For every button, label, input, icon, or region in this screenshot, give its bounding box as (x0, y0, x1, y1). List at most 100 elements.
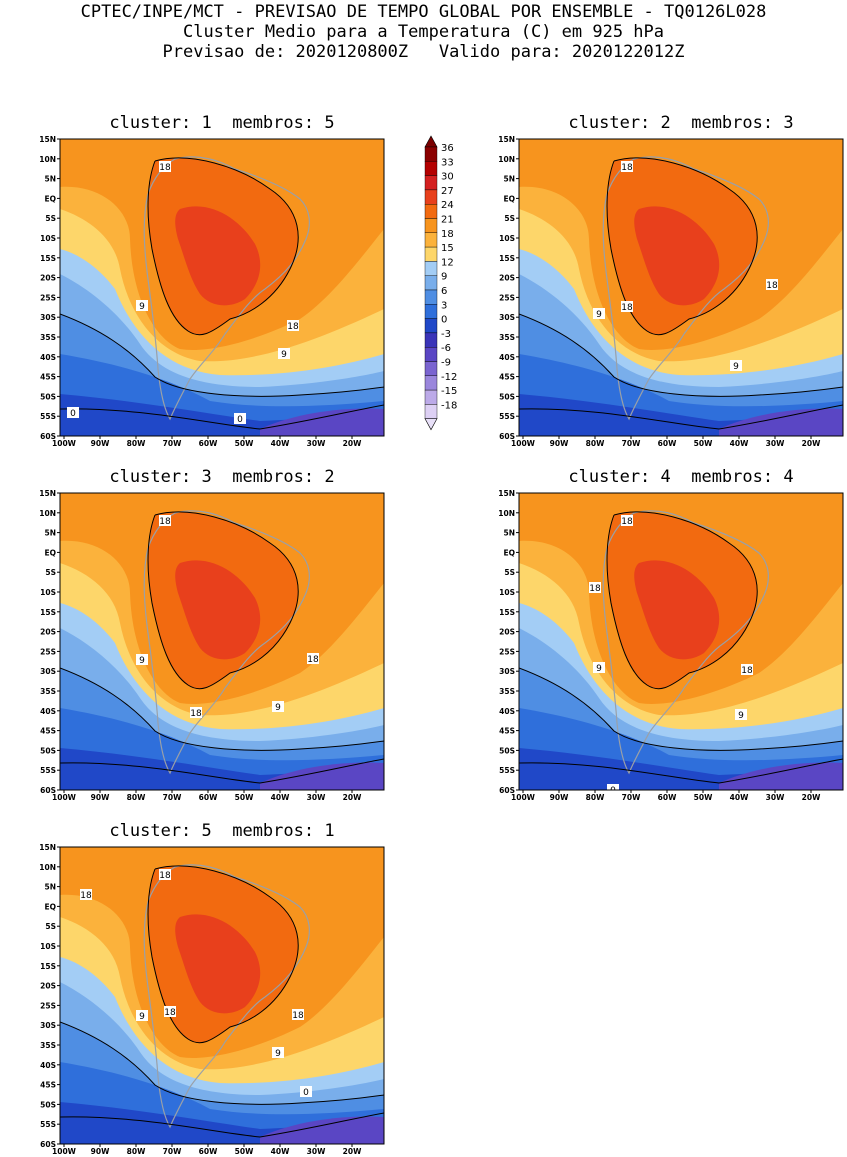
colorbar-label: -6 (441, 343, 451, 354)
colorbar-swatch (424, 203, 438, 219)
colorbar-label: 6 (441, 286, 447, 297)
svg-text:18: 18 (159, 163, 171, 173)
lon-label: 70W (163, 793, 182, 802)
contour-label: 18 (159, 869, 171, 881)
lat-label: 40S (499, 353, 515, 362)
lat-label: 5N (504, 175, 516, 184)
map-panel-5: 18 18 18 9 18 9 0 15N 10N 5N EQ 5S 10S 15S 20S 25S 30S 35… (39, 843, 385, 1156)
contour-label: 9 (593, 308, 605, 320)
colorbar-swatch (424, 289, 438, 305)
lon-label: 40W (271, 793, 290, 802)
svg-text:18: 18 (159, 517, 171, 527)
contour-label: 18 (621, 161, 633, 173)
lat-label: 45S (40, 727, 56, 736)
contour-0 (60, 758, 384, 784)
lon-label: 40W (271, 439, 290, 448)
colorbar-label: -18 (441, 400, 457, 411)
contour-label: 0 (300, 1086, 312, 1098)
lat-label: 30S (499, 667, 515, 676)
lat-label: 55S (40, 1120, 56, 1129)
map-frame (59, 492, 385, 791)
svg-text:18: 18 (766, 281, 778, 291)
lon-label: 70W (622, 793, 641, 802)
lat-label: 20S (40, 274, 56, 283)
lon-label: 20W (343, 793, 362, 802)
contour-label: 18 (287, 320, 299, 332)
lat-label: 30S (499, 313, 515, 322)
lon-label: 50W (235, 793, 254, 802)
svg-text:9: 9 (733, 362, 739, 372)
lat-label: 15N (498, 489, 515, 498)
lat-label: 15N (39, 489, 56, 498)
contour-label: 18 (766, 279, 778, 291)
lat-label: 50S (40, 746, 56, 755)
lat-label: EQ (504, 194, 516, 203)
contour-label: 9 (136, 654, 148, 666)
lat-label: 5S (45, 568, 56, 577)
coastline (602, 510, 769, 775)
lon-label: 90W (550, 793, 569, 802)
lon-label: 50W (694, 439, 713, 448)
lon-label: 80W (127, 1147, 146, 1156)
contour-label: 9 (272, 1047, 284, 1059)
contour-label: 18 (621, 301, 633, 313)
contour-18 (147, 865, 299, 1044)
colorbar-label: 30 (441, 172, 454, 183)
lon-label: 20W (343, 439, 362, 448)
lat-label: 55S (40, 766, 56, 775)
map-panel-1: 18 9 18 9 0 0 15N 10N 5N EQ 5S 10S 15S 20S 25S 30S 35S 40… (39, 135, 385, 448)
contour-label: 18 (292, 1009, 304, 1021)
lon-label: 60W (658, 439, 677, 448)
lat-label: 15S (499, 608, 515, 617)
panel-1-title: cluster: 1 membros: 5 (109, 113, 335, 133)
lon-label: 70W (622, 439, 641, 448)
contour-label: 9 (136, 1010, 148, 1022)
lat-label: 10S (499, 588, 515, 597)
lat-label: 5N (45, 529, 57, 538)
colorbar-bottom-arrow (424, 418, 438, 431)
header-line-3: Previsao de: 2020120800Z Valido para: 20… (162, 42, 685, 62)
lat-label: 50S (40, 392, 56, 401)
lat-label: 35S (499, 333, 515, 342)
lon-label: 20W (802, 793, 821, 802)
colorbar-label: 36 (441, 143, 454, 154)
lat-label: 45S (40, 373, 56, 382)
lon-label: 80W (586, 793, 605, 802)
panel-3-title: cluster: 3 membros: 2 (109, 467, 335, 487)
lat-label: 10S (40, 234, 56, 243)
contour-label: 18 (159, 161, 171, 173)
map-frame (518, 138, 844, 437)
colorbar-swatch (424, 232, 438, 248)
lat-label: 10S (499, 234, 515, 243)
lon-label: 100W (511, 439, 536, 448)
colorbar-label: 9 (441, 272, 447, 283)
lat-label: EQ (45, 902, 57, 911)
contour-label: 9 (730, 360, 742, 372)
svg-text:0: 0 (610, 786, 616, 796)
contour-18 (147, 157, 299, 336)
lat-label: 10N (39, 509, 56, 518)
colorbar-swatch (424, 189, 438, 205)
colorbar-swatch (424, 375, 438, 391)
temperature-band-9 (719, 762, 843, 790)
temperature-band-9 (719, 408, 843, 436)
colorbar-top-arrow (424, 135, 438, 148)
lat-label: 15N (39, 843, 56, 852)
svg-text:9: 9 (139, 1012, 145, 1022)
lon-label: 60W (199, 1147, 218, 1156)
colorbar-swatch (424, 404, 438, 419)
svg-text:18: 18 (589, 584, 601, 594)
lat-label: EQ (504, 548, 516, 557)
svg-text:18: 18 (159, 871, 171, 881)
contour-0 (519, 404, 843, 430)
map-frame (59, 138, 385, 437)
lat-label: 35S (40, 333, 56, 342)
lat-label: 25S (499, 293, 515, 302)
lon-label: 80W (127, 439, 146, 448)
colorbar-swatch (424, 275, 438, 291)
contour-label: 18 (159, 515, 171, 527)
svg-text:18: 18 (621, 517, 633, 527)
temperature-band-11 (634, 206, 720, 306)
